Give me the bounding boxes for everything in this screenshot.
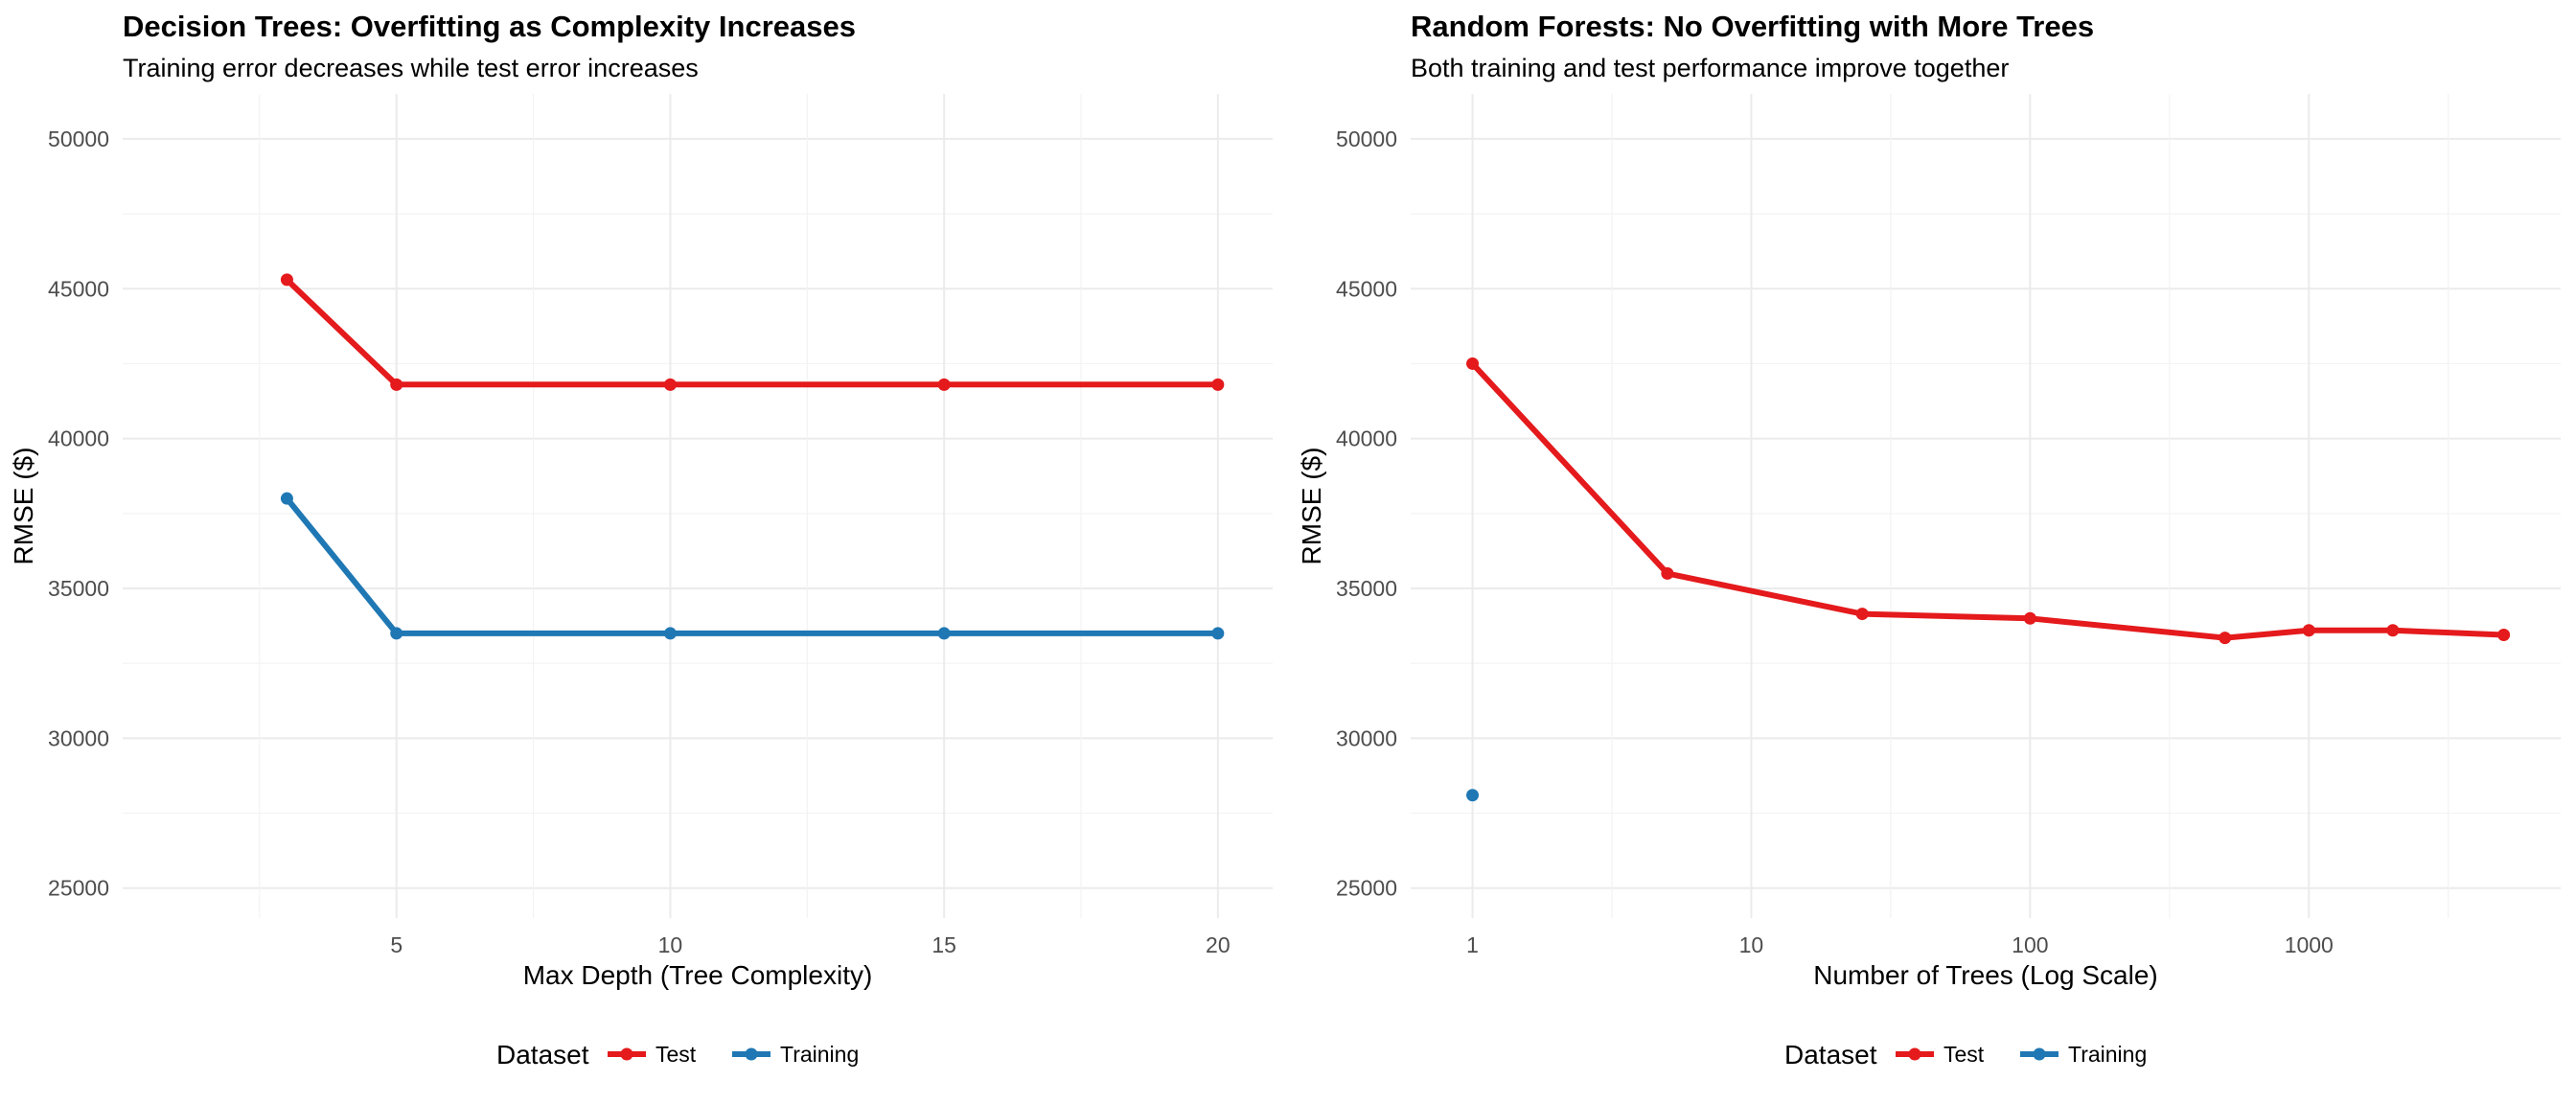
series-training [280, 492, 1225, 640]
y-tick-label: 35000 [48, 576, 109, 601]
y-axis-label: RMSE ($) [9, 448, 38, 565]
legend-key-test [1896, 1047, 1934, 1061]
data-point-training [1211, 627, 1225, 640]
legend-key-training [2020, 1047, 2058, 1061]
y-tick-label: 45000 [1336, 276, 1397, 301]
data-point-training [937, 627, 951, 640]
x-tick-label: 100 [2012, 932, 2048, 957]
y-tick-label: 40000 [1336, 426, 1397, 451]
data-point-test [1466, 356, 1480, 370]
data-point-test [2219, 632, 2232, 645]
x-tick-label: 15 [932, 932, 956, 957]
y-tick-label: 35000 [1336, 576, 1397, 601]
data-point-test [1661, 566, 1674, 580]
data-point-test [1855, 608, 1869, 621]
legend-key-point [1908, 1047, 1921, 1061]
legend-key-training [732, 1047, 770, 1061]
legend: Dataset Test Training [1784, 1040, 2147, 1070]
y-tick-label: 30000 [1336, 725, 1397, 750]
chart-subtitle: Both training and test performance impro… [1411, 54, 2009, 82]
chart-panel-2: Random Forests: No Overfitting with More… [1297, 10, 2561, 1070]
data-point-training [1466, 789, 1480, 802]
data-point-test [937, 378, 951, 391]
x-tick-label: 10 [658, 932, 683, 957]
x-tick-label: 5 [390, 932, 402, 957]
x-tick-label: 1 [1466, 932, 1479, 957]
legend-title: Dataset [496, 1040, 589, 1070]
data-point-training [280, 492, 293, 505]
y-axis-label: RMSE ($) [1297, 448, 1326, 565]
legend-item-label: Training [780, 1042, 859, 1067]
x-tick-label: 20 [1206, 932, 1230, 957]
data-point-test [1211, 378, 1225, 391]
data-point-test [2023, 611, 2036, 625]
chart-subtitle: Training error decreases while test erro… [123, 54, 699, 82]
y-tick-label: 25000 [48, 876, 109, 901]
data-point-test [2302, 624, 2315, 637]
data-point-test [2386, 624, 2400, 637]
data-point-training [663, 627, 677, 640]
legend-title: Dataset [1784, 1040, 1877, 1070]
chart-title: Random Forests: No Overfitting with More… [1411, 10, 2094, 43]
data-point-test [2497, 628, 2511, 641]
chart-panel-1: Decision Trees: Overfitting as Complexit… [9, 10, 1273, 1070]
x-axis-label: Number of Trees (Log Scale) [1813, 960, 2158, 990]
legend-key-test [608, 1047, 646, 1061]
series-test [280, 273, 1225, 391]
gridlines [1411, 94, 2561, 918]
series-training [1466, 789, 1480, 802]
data-point-test [663, 378, 677, 391]
y-tick-label: 50000 [48, 126, 109, 151]
y-tick-label: 25000 [1336, 876, 1397, 901]
y-tick-label: 30000 [48, 725, 109, 750]
data-point-training [390, 627, 403, 640]
x-tick-label: 1000 [2285, 932, 2334, 957]
gridlines [123, 94, 1273, 918]
x-axis-label: Max Depth (Tree Complexity) [523, 960, 873, 990]
legend-item-label: Test [656, 1042, 697, 1067]
legend-item-label: Test [1944, 1042, 1985, 1067]
legend-key-point [745, 1047, 758, 1061]
legend-key-point [620, 1047, 633, 1061]
data-point-test [280, 273, 293, 287]
y-tick-label: 45000 [48, 276, 109, 301]
y-tick-label: 40000 [48, 426, 109, 451]
legend: Dataset Test Training [496, 1040, 859, 1070]
series-line-test [1470, 361, 2504, 641]
data-point-test [390, 378, 403, 391]
chart-title: Decision Trees: Overfitting as Complexit… [123, 10, 856, 43]
legend-key-point [2033, 1047, 2046, 1061]
series-test [1466, 356, 2511, 645]
x-tick-label: 10 [1739, 932, 1764, 957]
legend-item-label: Training [2068, 1042, 2147, 1067]
y-tick-label: 50000 [1336, 126, 1397, 151]
